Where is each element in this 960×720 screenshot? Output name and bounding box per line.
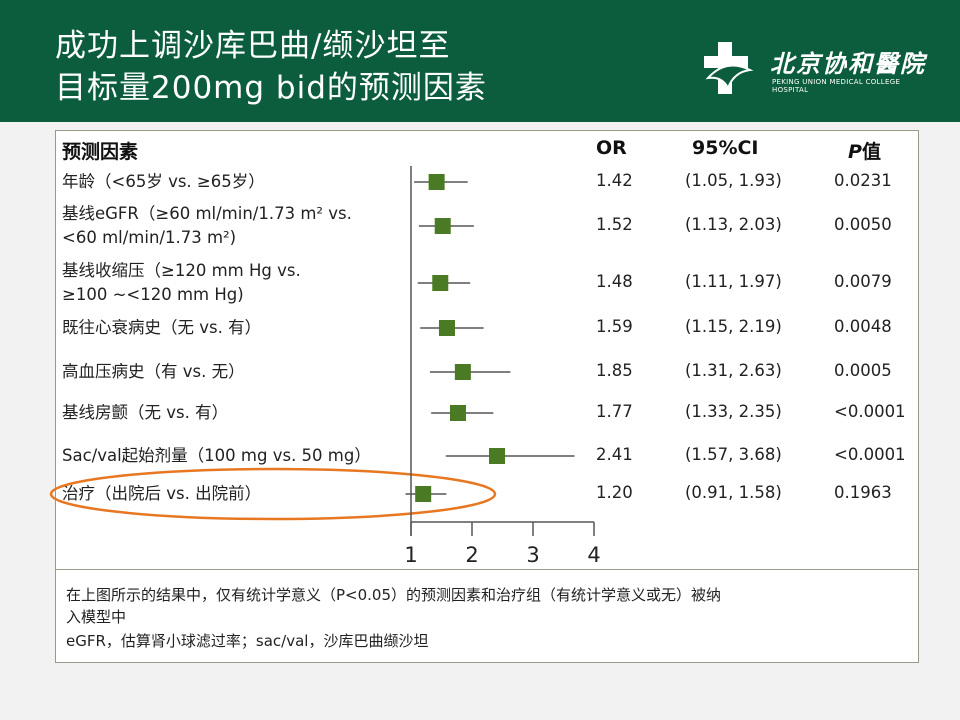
row-label: 基线房颤（无 vs. 有） (62, 403, 229, 422)
or-marker (428, 174, 445, 190)
row-label: 高血压病史（有 vs. 无） (62, 362, 245, 381)
ci-value: (1.11, 1.97) (685, 272, 782, 291)
ci-value: (1.15, 2.19) (685, 317, 782, 336)
slide-header: 成功上调沙库巴曲/缬沙坦至 目标量200mg bid的预测因素 北京协和醫院 P… (0, 0, 960, 122)
or-value: 1.42 (596, 171, 633, 190)
p-value: 0.0005 (834, 361, 892, 380)
hospital-logo: 北京协和醫院 PEKING UNION MEDICAL COLLEGE HOSP… (700, 38, 930, 98)
x-tick-label: 1 (404, 543, 417, 567)
p-value: 0.0050 (834, 215, 892, 234)
x-tick-label: 2 (465, 543, 478, 567)
or-value: 1.52 (596, 215, 633, 234)
row-label: 既往心衰病史（无 vs. 有） (62, 318, 262, 337)
col-header-ci: 95%CI (692, 137, 759, 159)
ci-value: (1.31, 2.63) (685, 361, 782, 380)
col-header-or: OR (596, 137, 627, 159)
slide-title-line2: 目标量200mg bid的预测因素 (55, 70, 487, 106)
logo-cross-icon (704, 42, 754, 94)
p-value: 0.1963 (834, 483, 892, 502)
logo-text-en: PEKING UNION MEDICAL COLLEGE HOSPITAL (772, 78, 901, 94)
highlight-ellipse (49, 467, 497, 521)
row-label: <60 ml/min/1.73 m²) (62, 228, 237, 247)
or-marker (438, 320, 455, 336)
note-line1: 在上图所示的结果中，仅有统计学意义（P<0.05）的预测因素和治疗组（有统计学意… (66, 586, 722, 604)
x-tick-label: 3 (526, 543, 539, 567)
or-value: 1.20 (596, 483, 633, 502)
p-suffix: 值 (861, 141, 881, 163)
row-label: 年龄（<65岁 vs. ≥65岁） (62, 172, 265, 191)
ci-value: (1.05, 1.93) (685, 171, 782, 190)
or-value: 1.85 (596, 361, 633, 380)
note-line3: eGFR，估算肾小球滤过率；sac/val，沙库巴曲缬沙坦 (66, 632, 429, 650)
or-value: 1.77 (596, 402, 633, 421)
or-value: 1.48 (596, 272, 633, 291)
row-label: ≥100 ~<120 mm Hg) (62, 285, 244, 304)
or-marker (432, 275, 449, 291)
p-italic: P (848, 141, 862, 163)
note-line2: 入模型中 (66, 608, 127, 626)
ci-value: (0.91, 1.58) (685, 483, 782, 502)
ci-value: (1.13, 2.03) (685, 215, 782, 234)
ci-value: (1.33, 2.35) (685, 402, 782, 421)
row-label: 基线收缩压（≥120 mm Hg vs. (62, 261, 301, 280)
x-tick-label: 4 (587, 543, 600, 567)
or-marker (449, 405, 466, 421)
or-value: 2.41 (596, 445, 633, 464)
row-label: Sac/val起始剂量（100 mg vs. 50 mg） (62, 446, 371, 465)
or-marker (415, 486, 432, 502)
logo-text-cn: 北京协和醫院 (770, 49, 926, 78)
forest-plot-panel (55, 130, 919, 663)
slide-title-line1: 成功上调沙库巴曲/缬沙坦至 (55, 28, 451, 64)
col-header-p: P值 (848, 137, 881, 164)
ci-value: (1.57, 3.68) (685, 445, 782, 464)
col-header-factor: 预测因素 (62, 141, 139, 163)
or-marker (434, 218, 451, 234)
p-value: <0.0001 (834, 445, 906, 464)
or-marker (489, 448, 506, 464)
row-label: 治疗（出院后 vs. 出院前） (62, 484, 262, 503)
p-value: 0.0231 (834, 171, 892, 190)
or-value: 1.59 (596, 317, 633, 336)
p-value: 0.0048 (834, 317, 892, 336)
p-value: 0.0079 (834, 272, 892, 291)
p-value: <0.0001 (834, 402, 906, 421)
notes-divider (55, 569, 919, 570)
row-label: 基线eGFR（≥60 ml/min/1.73 m² vs. (62, 204, 352, 223)
or-marker (454, 364, 471, 380)
